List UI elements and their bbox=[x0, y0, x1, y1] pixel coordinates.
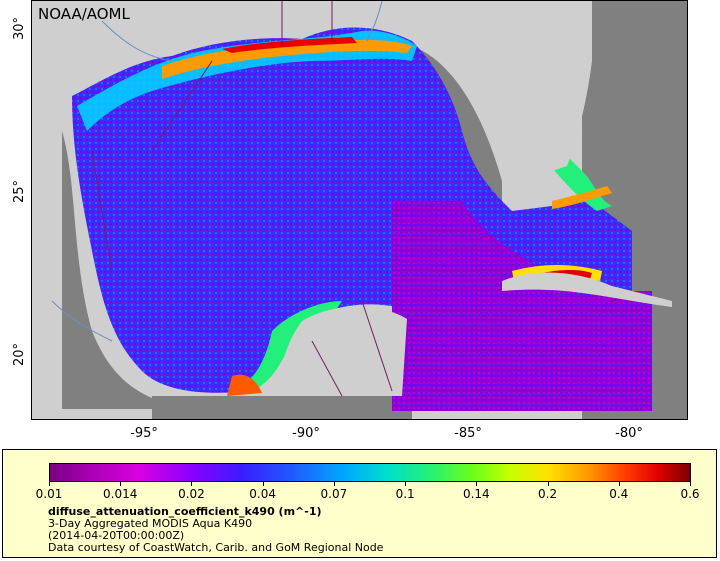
yucatan-land bbox=[280, 306, 407, 396]
colorbar-label: 0.1 bbox=[395, 487, 415, 501]
cuba-land bbox=[502, 272, 672, 307]
legend-panel: 0.01 0.014 0.02 0.04 0.07 0.1 0.14 0.2 0.4 0.6 di… bbox=[2, 449, 717, 558]
lon-tick-95: -95° bbox=[130, 426, 158, 441]
coastal-campeche bbox=[227, 374, 262, 396]
colorbar-label: 0.01 bbox=[35, 487, 63, 501]
map-image bbox=[32, 1, 687, 419]
colorbar-tick bbox=[120, 482, 122, 486]
coastal-north-red bbox=[222, 37, 357, 53]
state-borders bbox=[91, 1, 393, 397]
lat-tick-20: 20° bbox=[12, 342, 27, 366]
colorbar-label: 0.04 bbox=[249, 487, 277, 501]
colorbar-tick bbox=[333, 482, 335, 486]
nodata-west-shelf bbox=[62, 131, 192, 409]
colorbar-tick bbox=[405, 482, 407, 486]
colorbar-tick bbox=[262, 482, 264, 486]
map-frame[interactable]: NOAA/AOML bbox=[31, 0, 688, 420]
lon-tick-90: -90° bbox=[292, 426, 320, 441]
coastal-north-band bbox=[77, 30, 417, 131]
colorbar-label: 0.02 bbox=[178, 487, 205, 501]
caribbean-water bbox=[392, 201, 652, 411]
colorbar bbox=[49, 463, 691, 482]
coastal-north-inner bbox=[162, 39, 412, 79]
gulf-water bbox=[72, 27, 632, 393]
nodata-south bbox=[152, 396, 412, 419]
source-label: NOAA/AOML bbox=[38, 5, 130, 23]
colorbar-label: 0.14 bbox=[462, 487, 490, 501]
variable-name: diffuse_attenuation_coefficient_k490 (m^… bbox=[48, 505, 322, 518]
lat-tick-25: 25° bbox=[12, 179, 27, 203]
lon-tick-80: -80° bbox=[615, 426, 643, 441]
colorbar-tick bbox=[618, 482, 620, 486]
colorbar-tick bbox=[547, 482, 549, 486]
colorbar-label: 0.014 bbox=[103, 487, 138, 501]
colorbar-label: 0.2 bbox=[538, 487, 558, 501]
colorbar-tick bbox=[191, 482, 193, 486]
time-stamp: (2014-04-20T00:00:00Z) bbox=[48, 529, 185, 542]
coastal-florida-keys bbox=[552, 186, 612, 209]
colorbar-label: 0.4 bbox=[609, 487, 629, 501]
colorbar-tick bbox=[476, 482, 478, 486]
colorbar-tick bbox=[49, 482, 50, 486]
dataset-name: 3-Day Aggregated MODIS Aqua K490 bbox=[48, 517, 253, 530]
colorbar-tick bbox=[690, 482, 691, 486]
coastal-yucatan bbox=[242, 301, 342, 393]
lat-tick-30: 30° bbox=[12, 16, 27, 40]
rivers bbox=[51, 1, 383, 342]
lon-tick-85: -85° bbox=[454, 426, 482, 441]
colorbar-label: 0.6 bbox=[680, 487, 700, 501]
colorbar-label: 0.07 bbox=[320, 487, 348, 501]
florida-land bbox=[452, 1, 592, 171]
data-credit: Data courtesy of CoastWatch, Carib. and … bbox=[48, 541, 384, 554]
